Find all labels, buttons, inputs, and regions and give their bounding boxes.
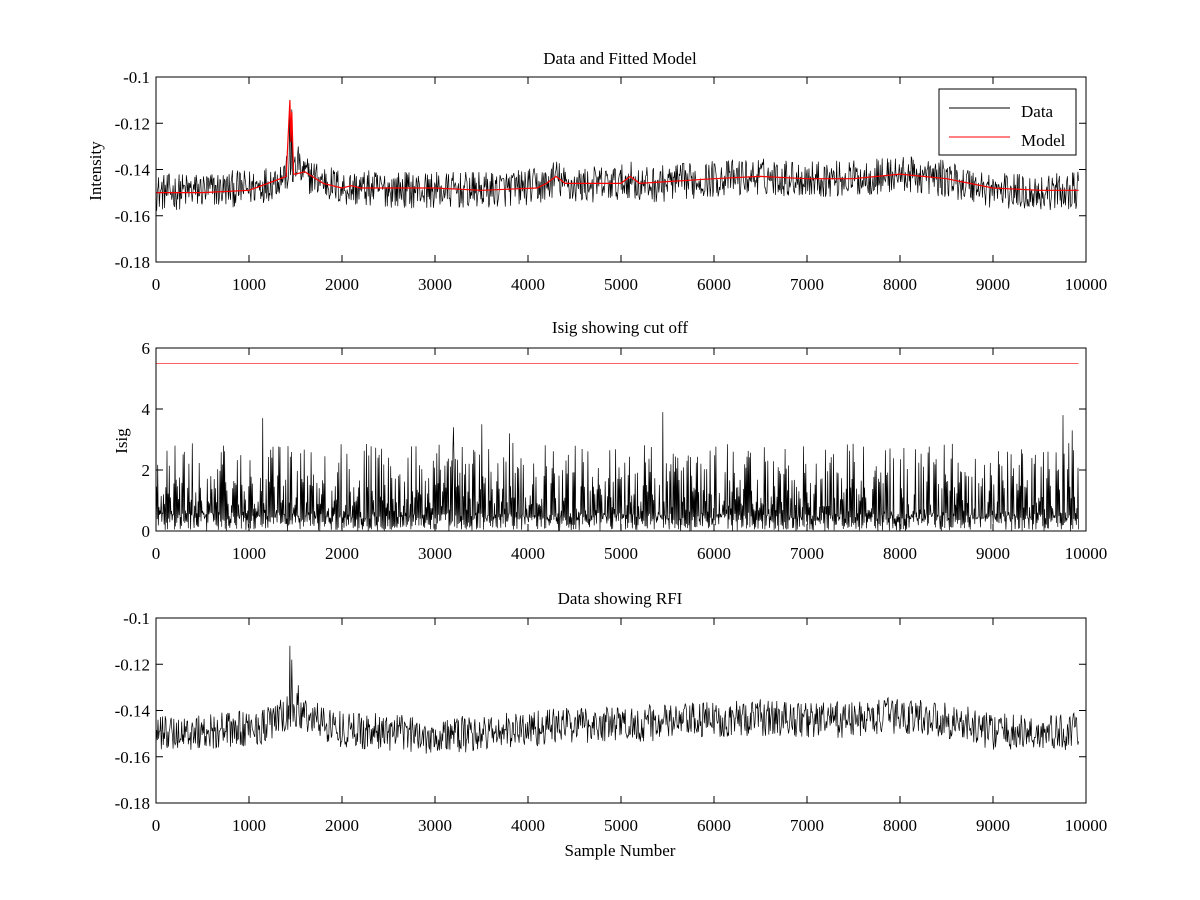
panel-2-title: Isig showing cut off	[552, 318, 688, 337]
legend-data-label: Data	[1021, 102, 1054, 121]
y-tick-label: 0	[142, 522, 151, 541]
y-tick-label: -0.12	[115, 114, 150, 133]
x-tick-label: 10000	[1065, 544, 1108, 563]
series-data-line	[155, 100, 1079, 211]
x-tick-label: 0	[152, 816, 161, 835]
panel-1-legend: Data Model	[938, 88, 1077, 156]
panel-data-showing-rfi: Data showing RFI Sample Number 0 1000 2000…	[115, 589, 1108, 860]
y-tick-label: -0.18	[115, 253, 150, 272]
panel-1-plot-area: 0 1000 2000 3000 4000 5000 6000 7000 8000 9000 100…	[115, 68, 1108, 294]
y-tick-label: -0.18	[115, 794, 150, 813]
y-tick-label: -0.12	[115, 655, 150, 674]
y-tick-label: -0.1	[123, 609, 150, 628]
series-signal-line	[155, 645, 1079, 754]
panel-1-ylabel: Intensity	[86, 141, 105, 201]
x-tick-label: 4000	[511, 275, 545, 294]
x-tick-label: 8000	[883, 544, 917, 563]
x-tick-label: 8000	[883, 275, 917, 294]
x-tick-label: 9000	[976, 544, 1010, 563]
panel-3-plot-area: 0 1000 2000 3000 4000 5000 6000 7000 8000 9000 100…	[115, 609, 1108, 835]
y-tick-label: 6	[142, 339, 151, 358]
x-tick-label: 7000	[790, 816, 824, 835]
x-tick-label: 8000	[883, 816, 917, 835]
x-tick-label: 3000	[418, 275, 452, 294]
x-tick-label: 5000	[604, 816, 638, 835]
x-tick-label: 0	[152, 544, 161, 563]
y-tick-label: 4	[142, 400, 151, 419]
x-tick-label: 10000	[1065, 275, 1108, 294]
x-tick-label: 6000	[697, 816, 731, 835]
plot-background	[156, 618, 1086, 803]
x-tick-label: 3000	[418, 544, 452, 563]
x-tick-label: 7000	[790, 275, 824, 294]
x-tick-label: 2000	[325, 544, 359, 563]
x-tick-label: 5000	[604, 544, 638, 563]
y-tick-label: -0.14	[115, 702, 151, 721]
x-tick-label: 6000	[697, 544, 731, 563]
x-tick-label: 2000	[325, 816, 359, 835]
panel-isig-showing-cut-off: Isig showing cut off Isig 0 1000 2000 3000 4…	[112, 318, 1107, 563]
x-tick-label: 1000	[232, 544, 266, 563]
panel-1-title: Data and Fitted Model	[543, 49, 697, 68]
x-tick-label: 3000	[418, 816, 452, 835]
x-tick-label: 7000	[790, 544, 824, 563]
legend-model-label: Model	[1021, 131, 1066, 150]
x-tick-label: 6000	[697, 275, 731, 294]
y-tick-label: -0.16	[115, 748, 150, 767]
y-tick-label: -0.1	[123, 68, 150, 87]
series-model-line	[156, 100, 1079, 194]
x-tick-label: 4000	[511, 544, 545, 563]
series-signal-line	[155, 412, 1079, 532]
x-tick-label: 1000	[232, 275, 266, 294]
legend-box	[938, 88, 1077, 156]
panel-3-xlabel: Sample Number	[565, 841, 676, 860]
y-tick-label: 2	[142, 461, 151, 480]
panel-2-ylabel: Isig	[112, 428, 131, 454]
x-tick-label: 10000	[1065, 816, 1108, 835]
y-tick-label: -0.16	[115, 207, 150, 226]
x-tick-label: 9000	[976, 816, 1010, 835]
x-tick-label: 0	[152, 275, 161, 294]
x-tick-label: 5000	[604, 275, 638, 294]
x-tick-label: 9000	[976, 275, 1010, 294]
y-tick-label: -0.14	[115, 161, 151, 180]
x-tick-label: 2000	[325, 275, 359, 294]
x-tick-label: 4000	[511, 816, 545, 835]
panel-3-title: Data showing RFI	[558, 589, 683, 608]
panel-data-and-fitted-model: Data and Fitted Model Intensity 0 1000 200…	[86, 49, 1107, 294]
panel-2-plot-area: 0 1000 2000 3000 4000 5000 6000 7000 8000 9000 100…	[142, 339, 1108, 563]
x-tick-label: 1000	[232, 816, 266, 835]
plot-background	[156, 77, 1086, 262]
